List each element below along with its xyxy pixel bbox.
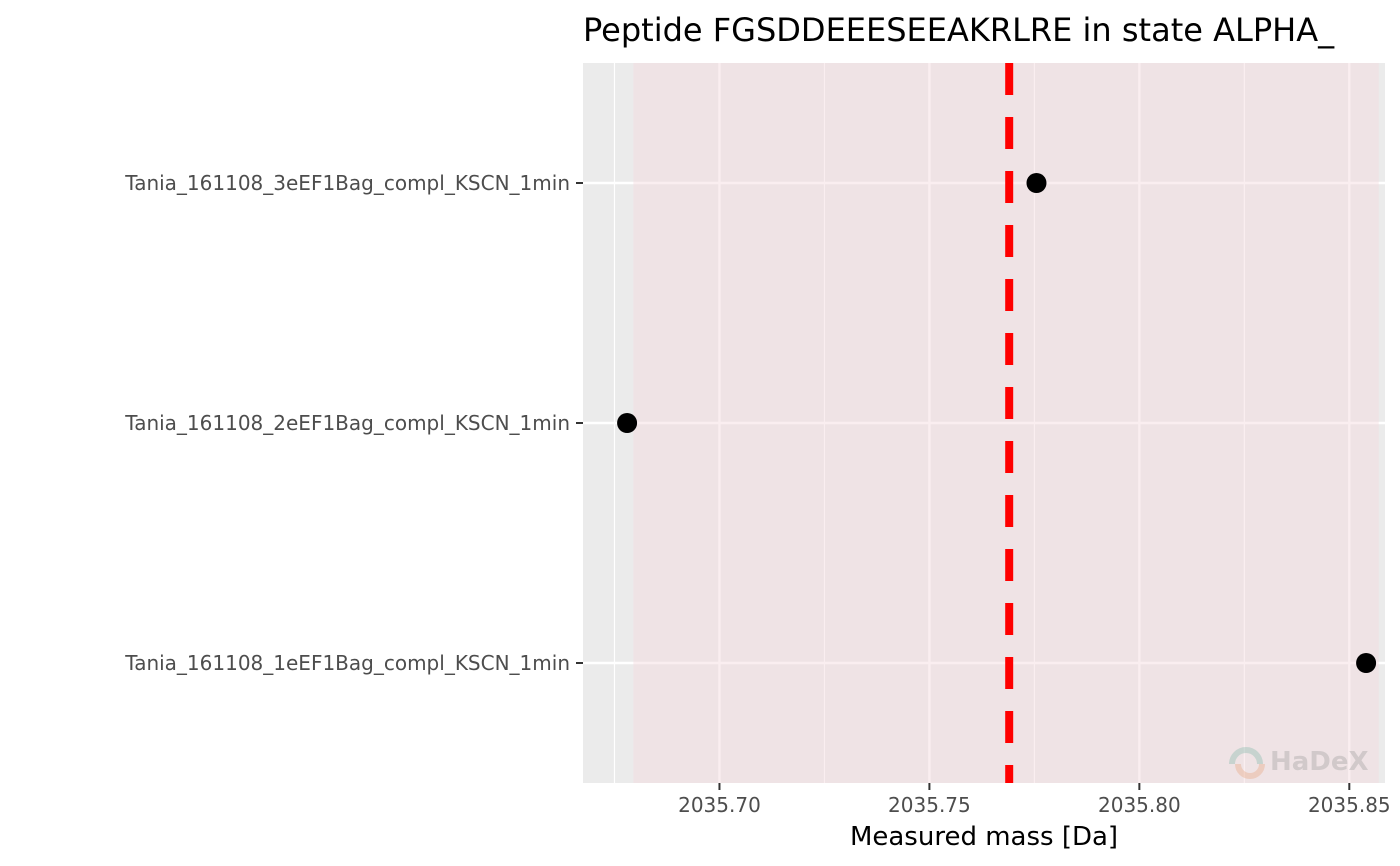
x-tick-label: 2035.85 xyxy=(1308,793,1391,817)
hadex-watermark: HaDeX xyxy=(1229,747,1369,779)
x-tick-label: 2035.75 xyxy=(888,793,971,817)
x-axis-title: Measured mass [Da] xyxy=(850,822,1118,852)
watermark-logo-icon xyxy=(1229,747,1263,765)
y-tick-label: Tania_161108_2eEF1Bag_compl_KSCN_1min xyxy=(124,411,570,435)
y-tick-label: Tania_161108_1eEF1Bag_compl_KSCN_1min xyxy=(124,651,570,675)
plot-title: Peptide FGSDDEEESEEAKRLRE in state ALPHA… xyxy=(583,11,1335,49)
y-tick-label: Tania_161108_3eEF1Bag_compl_KSCN_1min xyxy=(124,171,570,195)
data-point xyxy=(1356,653,1377,673)
watermark-logo-icon-arc xyxy=(1235,763,1265,779)
data-point xyxy=(1026,173,1047,193)
data-point xyxy=(617,413,638,433)
x-axis-ticks: 2035.70 2035.75 2035.80 2035.85 xyxy=(678,783,1391,817)
major-gridlines xyxy=(583,63,1385,783)
y-axis-ticks: Tania_161108_1eEF1Bag_compl_KSCN_1min Tan… xyxy=(124,171,583,675)
data-points xyxy=(617,173,1377,673)
watermark-text: HaDeX xyxy=(1270,747,1369,777)
x-tick-label: 2035.80 xyxy=(1098,793,1181,817)
x-tick-label: 2035.70 xyxy=(678,793,761,817)
